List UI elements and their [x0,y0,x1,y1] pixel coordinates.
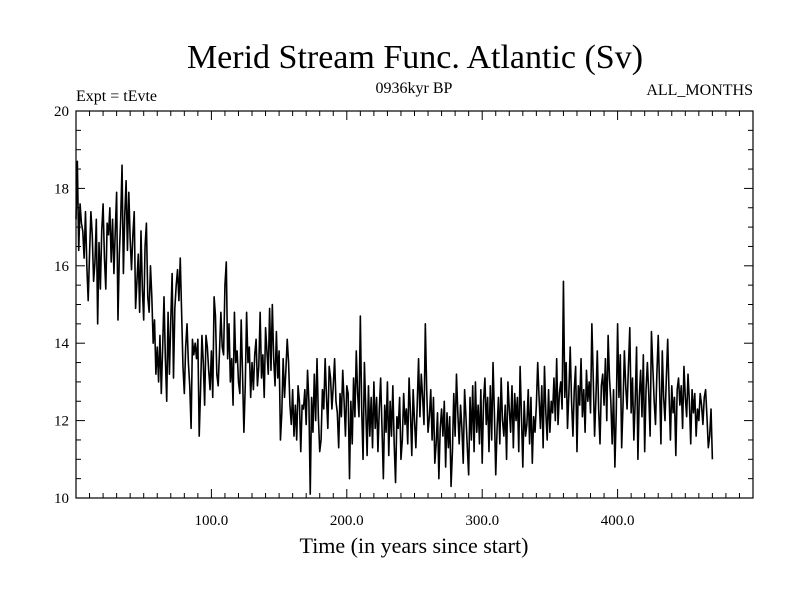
x-tick-label: 100.0 [195,513,229,529]
period-label: 0936kyr BP [376,80,453,97]
series-line [75,160,714,495]
plot-frame [75,110,754,499]
months-label: ALL_MONTHS [646,82,753,99]
chart-title: Merid Stream Func. Atlantic (Sv) [187,39,643,76]
y-tick-label: 16 [54,259,70,275]
y-tick-label: 14 [54,336,70,352]
x-tick-label: 200.0 [330,513,364,529]
axis-ticks [76,111,753,498]
experiment-label: Expt = tEvte [76,88,157,105]
tick-labels: 100.0 200.0 300.0 400.0 10 12 14 16 18 20 [54,104,634,529]
y-tick-label: 10 [54,491,69,507]
y-tick-label: 20 [54,104,69,120]
y-tick-label: 12 [54,414,69,430]
x-axis-label: Time (in years since start) [300,533,529,558]
x-tick-label: 400.0 [601,513,635,529]
x-tick-label: 300.0 [465,513,499,529]
y-tick-label: 18 [54,181,69,197]
